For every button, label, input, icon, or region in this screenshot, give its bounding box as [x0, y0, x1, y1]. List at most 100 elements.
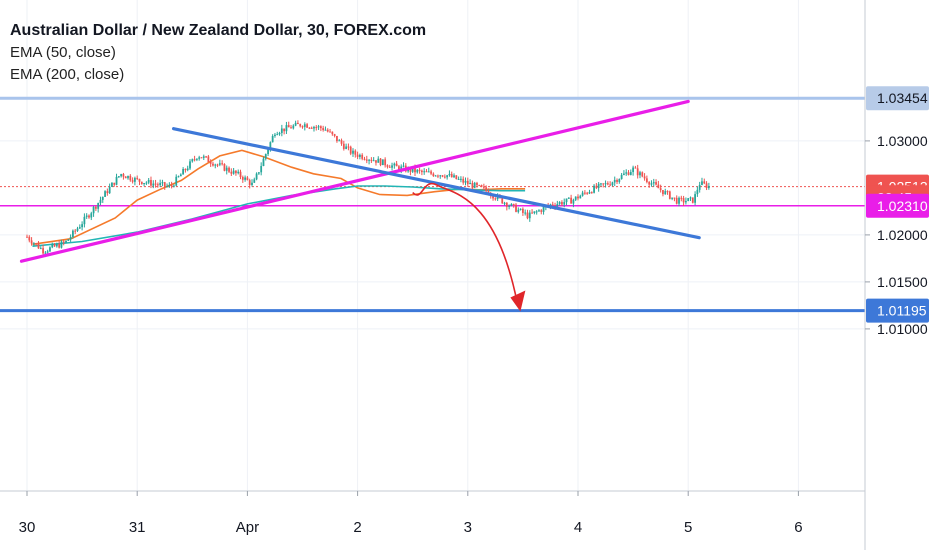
candle-body [322, 128, 325, 130]
candle-body [191, 159, 194, 162]
candle-body [212, 163, 214, 166]
candle-body [138, 178, 141, 182]
candle-body [673, 197, 676, 199]
projection-path [412, 182, 519, 304]
candle-body [648, 182, 651, 185]
candle-body [246, 177, 249, 181]
candle-body [425, 171, 428, 173]
candle-body [551, 204, 554, 206]
x-tick-label: 6 [794, 519, 802, 536]
candle-body [538, 210, 540, 212]
horizontal-lines [0, 96, 865, 313]
candle-body [583, 192, 586, 194]
candle-body [184, 169, 187, 171]
candle-body [329, 131, 331, 133]
candle-body [620, 174, 623, 179]
candle-body [519, 208, 522, 210]
candle-body [340, 140, 343, 144]
candle-body [570, 197, 573, 204]
candle-body [361, 154, 364, 159]
candle-body [391, 165, 393, 168]
candle-body [345, 146, 348, 149]
candle-body [218, 163, 221, 165]
candle-body [150, 179, 152, 186]
candle-body [540, 210, 543, 212]
candle-body [448, 173, 451, 176]
candle-body [170, 185, 173, 187]
candle-body [308, 127, 311, 129]
candle-body [161, 182, 164, 184]
candle-body [83, 216, 86, 225]
price-label-text: 1.03454 [877, 90, 928, 106]
candle-body [241, 177, 244, 180]
candle-body [306, 124, 308, 128]
candle-body [659, 188, 662, 191]
candle-body [129, 175, 132, 181]
candle-body [175, 176, 178, 186]
candle-body [512, 203, 515, 205]
candle-body [478, 185, 481, 187]
candle-body [349, 146, 352, 154]
candle-body [645, 178, 648, 183]
price-series [26, 120, 710, 258]
candle-body [694, 194, 696, 203]
candle-body [522, 208, 524, 213]
candle-body [368, 159, 370, 161]
candle-body [480, 185, 483, 187]
candle-body [701, 181, 703, 185]
candle-body [439, 175, 442, 177]
candle-body [600, 183, 602, 185]
indicator-ema-200[interactable]: EMA (200, close) [10, 66, 125, 83]
chart-legend: Australian Dollar / New Zealand Dollar, … [10, 20, 426, 86]
candle-body [505, 202, 508, 207]
candle-body [609, 184, 612, 186]
candle-body [460, 178, 462, 180]
candle-body [202, 156, 205, 158]
candle-body [510, 203, 513, 206]
candle-body [297, 122, 299, 125]
candle-body [430, 171, 432, 174]
ema-200-line [32, 185, 526, 247]
candle-body [386, 165, 389, 167]
candle-body [597, 183, 600, 189]
candle-body [453, 175, 455, 178]
candle-body [173, 185, 175, 187]
falling-trendline [171, 127, 701, 240]
candle-body [517, 209, 520, 212]
candle-body [652, 182, 655, 184]
candle-body [400, 166, 403, 171]
candle-body [147, 179, 150, 183]
indicator-ema-50[interactable]: EMA (50, close) [10, 44, 116, 61]
candle-body [113, 182, 116, 185]
candle-body [326, 129, 329, 132]
candle-body [377, 158, 380, 163]
candle-body [664, 191, 667, 195]
candle-body [432, 173, 435, 176]
candle-body [395, 163, 398, 167]
candle-body [221, 163, 224, 165]
candle-body [650, 183, 653, 185]
candle-body [705, 183, 708, 189]
candle-body [74, 230, 77, 232]
candle-body [593, 185, 595, 193]
candle-body [49, 247, 51, 252]
candle-body [44, 252, 47, 254]
candle-body [632, 167, 634, 173]
x-tick-label: 31 [129, 519, 146, 536]
candle-body [207, 156, 210, 163]
candle-body [561, 202, 563, 205]
projection-arrow [412, 182, 526, 312]
candle-body [590, 192, 593, 194]
candle-body [668, 191, 671, 199]
candle-body [140, 181, 143, 185]
x-tick-label: 5 [684, 519, 692, 536]
candle-body [528, 212, 531, 219]
candle-body [604, 183, 607, 185]
candle-body [76, 228, 79, 231]
candle-body [662, 190, 664, 195]
candle-body [269, 142, 272, 150]
candle-body [691, 197, 694, 203]
candle-body [280, 128, 283, 133]
